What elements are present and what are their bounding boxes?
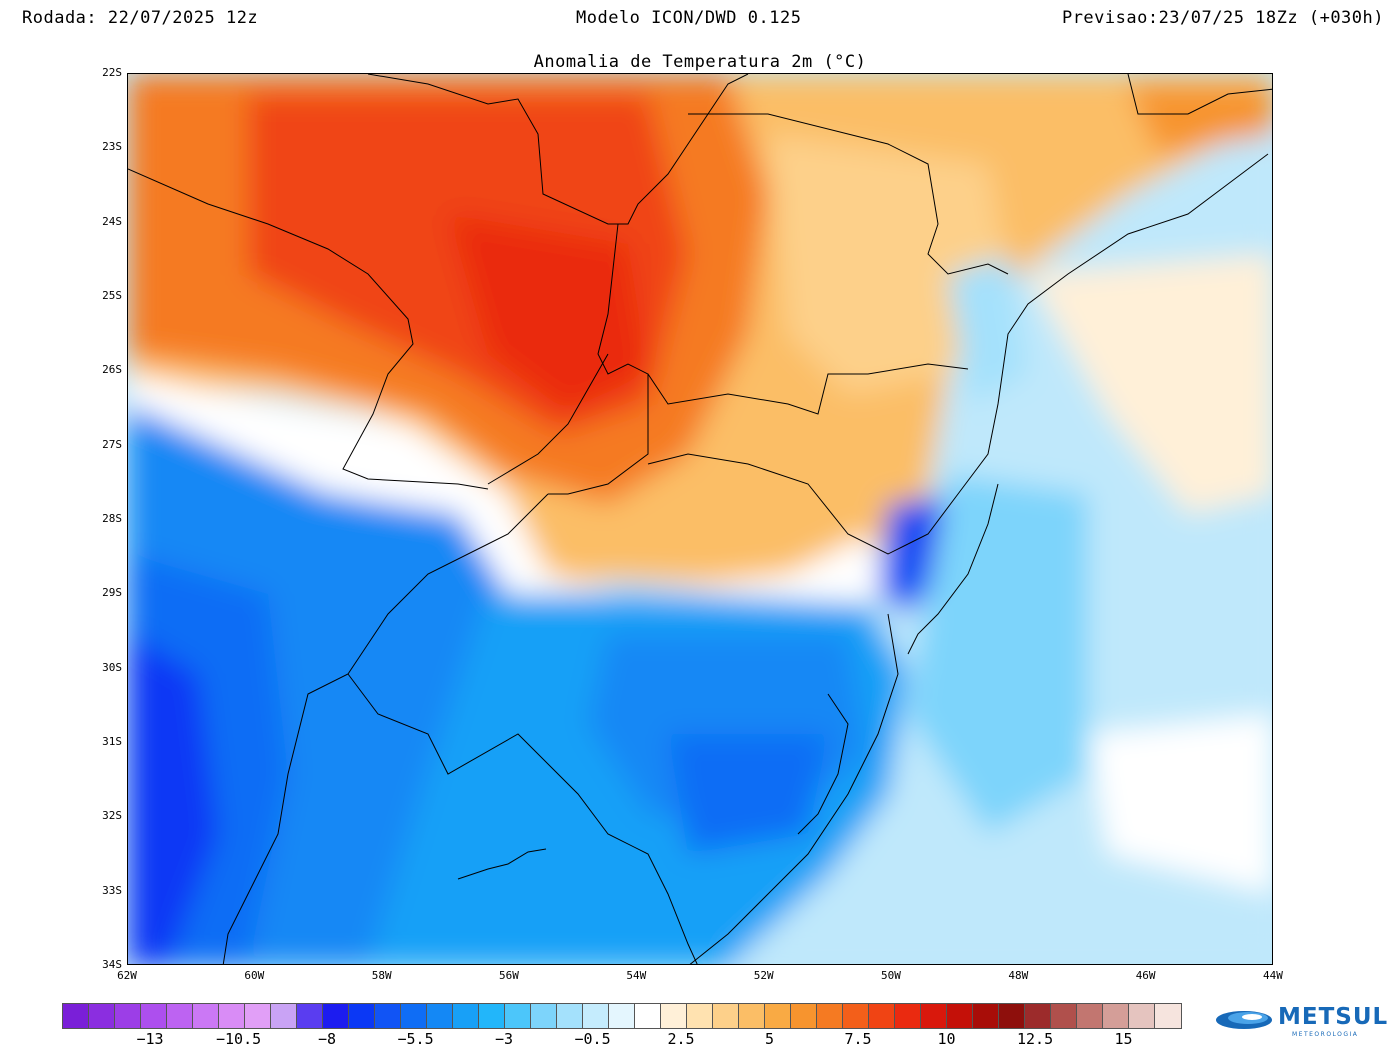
latitude-label: 27S	[102, 437, 122, 451]
map-title: Anomalia de Temperatura 2m (°C)	[533, 52, 867, 72]
colorbar-swatch	[869, 1004, 895, 1028]
latitude-label: 33S	[102, 883, 122, 897]
latitude-label: 26S	[102, 363, 122, 377]
logo-subtext: METEOROLOGIA	[1292, 1031, 1359, 1038]
colorbar-swatch	[583, 1004, 609, 1028]
colorbar-swatch	[453, 1004, 479, 1028]
colorbar-swatch	[89, 1004, 115, 1028]
colorbar-label: −3	[495, 1030, 514, 1048]
latitude-label: 25S	[102, 288, 122, 302]
colorbar-swatch	[245, 1004, 271, 1028]
colorbar-label: 15	[1114, 1030, 1133, 1048]
colorbar-label: −8	[318, 1030, 337, 1048]
latitude-label: 34S	[102, 957, 122, 971]
longitude-label: 50W	[881, 969, 901, 982]
colorbar-swatch	[531, 1004, 557, 1028]
colorbar-swatch	[115, 1004, 141, 1028]
colorbar-swatch	[791, 1004, 817, 1028]
colorbar-swatch	[479, 1004, 505, 1028]
colorbar-swatch	[141, 1004, 167, 1028]
latitude-label: 24S	[102, 214, 122, 228]
longitude-label: 48W	[1008, 969, 1029, 982]
colorbar-label: 12.5	[1017, 1030, 1054, 1048]
colorbar-swatch	[63, 1004, 89, 1028]
colorbar-label: 10	[937, 1030, 956, 1048]
colorbar-label: −13	[136, 1030, 164, 1048]
colorbar-swatch	[349, 1004, 375, 1028]
colorbar-swatch	[427, 1004, 453, 1028]
map-canvas	[128, 74, 1272, 964]
colorbar-label: −5.5	[397, 1030, 434, 1048]
colorbar-swatch	[739, 1004, 765, 1028]
temperature-anomaly-map	[127, 73, 1273, 965]
colorbar-swatch	[323, 1004, 349, 1028]
colorbar-label: −10.5	[216, 1030, 262, 1048]
logo-text: METSUL	[1278, 1004, 1389, 1030]
colorbar-swatch	[193, 1004, 219, 1028]
colorbar-swatch	[167, 1004, 193, 1028]
colorbar-swatch	[635, 1004, 661, 1028]
colorbar-swatch	[271, 1004, 297, 1028]
colorbar-swatch	[921, 1004, 947, 1028]
colorbar-swatch	[999, 1004, 1025, 1028]
colorbar-swatch	[1129, 1004, 1155, 1028]
colorbar-swatch	[713, 1004, 739, 1028]
latitude-label: 22S	[102, 66, 122, 79]
run-time-label: Rodada: 22/07/2025 12z	[22, 8, 259, 28]
colorbar-swatch	[1103, 1004, 1129, 1028]
colorbar-swatch	[1025, 1004, 1051, 1028]
latitude-label: 31S	[102, 734, 122, 748]
latitude-label: 28S	[102, 511, 122, 525]
colorbar-swatch	[219, 1004, 245, 1028]
latitude-label: 29S	[102, 586, 122, 600]
colorbar-swatch	[1051, 1004, 1077, 1028]
metsul-logo: METSUL METEOROLOGIA	[1214, 1000, 1387, 1040]
longitude-label: 54W	[626, 969, 647, 982]
colorbar-swatch	[843, 1004, 869, 1028]
globe-icon	[1216, 1011, 1272, 1029]
forecast-time-label: Previsao:23/07/25 18Zz (+030h)	[1061, 8, 1384, 28]
latitude-label: 32S	[102, 809, 122, 823]
colorbar-swatch	[661, 1004, 687, 1028]
colorbar-swatch	[557, 1004, 583, 1028]
colorbar-label: 7.5	[844, 1030, 872, 1048]
colorbar-swatch	[505, 1004, 531, 1028]
anomaly-field	[128, 74, 1272, 964]
colorbar	[62, 1003, 1182, 1029]
colorbar-swatch	[687, 1004, 713, 1028]
model-label: Modelo ICON/DWD 0.125	[576, 8, 802, 28]
longitude-label: 56W	[499, 969, 519, 982]
longitude-label: 58W	[371, 969, 392, 982]
lagoons	[457, 693, 849, 880]
colorbar-swatch	[1155, 1004, 1181, 1028]
colorbar-swatch	[375, 1004, 401, 1028]
colorbar-swatch	[765, 1004, 791, 1028]
colorbar-swatch	[1077, 1004, 1103, 1028]
longitude-label: 44W	[1263, 969, 1283, 982]
longitude-label: 52W	[753, 969, 774, 982]
colorbar-swatch	[817, 1004, 843, 1028]
latitude-label: 30S	[102, 660, 122, 674]
colorbar-label: −0.5	[574, 1030, 611, 1048]
colorbar-swatch	[895, 1004, 921, 1028]
colorbar-swatch	[297, 1004, 323, 1028]
colorbar-label: 5	[765, 1030, 775, 1048]
political-borders	[128, 74, 1272, 964]
latitude-label: 23S	[102, 140, 122, 154]
colorbar-swatch	[947, 1004, 973, 1028]
longitude-label: 60W	[244, 969, 265, 982]
colorbar-swatch	[973, 1004, 999, 1028]
longitude-label: 62W	[117, 969, 137, 982]
colorbar-swatch	[401, 1004, 427, 1028]
colorbar-swatch	[609, 1004, 635, 1028]
colorbar-label: 2.5	[667, 1030, 695, 1048]
longitude-label: 46W	[1135, 969, 1156, 982]
